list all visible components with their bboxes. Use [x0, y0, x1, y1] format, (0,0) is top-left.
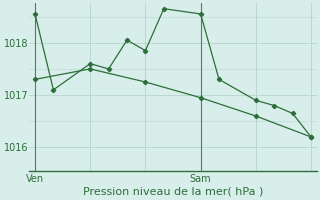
X-axis label: Pression niveau de la mer( hPa ): Pression niveau de la mer( hPa )	[83, 187, 263, 197]
